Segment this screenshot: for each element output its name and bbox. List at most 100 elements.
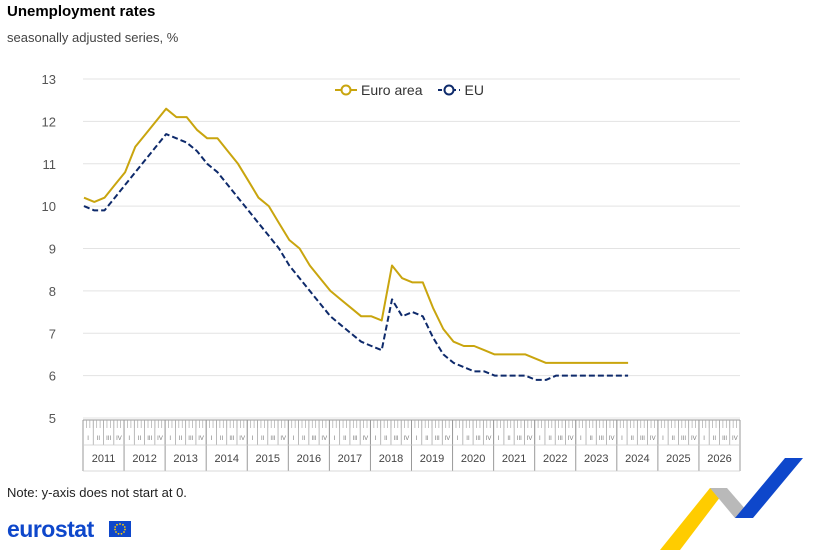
x-quarter-label: III [147,436,152,442]
x-quarter-label: II [261,436,265,442]
x-quarter-label: II [343,436,347,442]
x-quarter-label: II [466,436,470,442]
x-quarter-label: I [87,436,89,442]
y-tick-label: 13 [42,72,56,87]
x-quarter-label: IV [116,436,122,442]
x-quarter-label: II [507,436,511,442]
x-quarter-label: I [375,436,377,442]
decorative-corner-graphic [660,458,803,550]
series-line-eu [83,133,629,381]
x-quarter-label: I [580,436,582,442]
x-quarter-label: I [498,436,500,442]
x-quarter-label: III [394,436,399,442]
x-quarter-label: I [334,436,336,442]
eu-flag-icon [109,521,131,537]
legend-item-eu[interactable]: EU [438,82,484,98]
x-quarter-label: IV [198,436,204,442]
x-quarter-label: IV [486,436,492,442]
x-quarter-label: I [703,436,705,442]
x-year-label: 2012 [132,453,156,465]
x-quarter-label: III [188,436,193,442]
x-quarter-label: III [558,436,563,442]
x-year-label: 2020 [461,453,485,465]
x-year-label: 2019 [420,453,444,465]
x-quarter-label: IV [321,436,327,442]
x-quarter-label: II [631,436,635,442]
y-tick-label: 10 [42,199,56,214]
x-quarter-label: IV [445,436,451,442]
x-year-label: 2023 [584,453,608,465]
x-year-label: 2017 [338,453,362,465]
x-year-label: 2018 [379,453,403,465]
chart-title: Unemployment rates [7,3,156,20]
y-tick-label: 11 [43,157,57,172]
chart-subtitle: seasonally adjusted series, % [7,30,179,45]
x-quarter-label: II [97,436,101,442]
x-quarter-label: III [270,436,275,442]
x-quarter-label: III [599,436,604,442]
x-year-label: 2013 [173,453,197,465]
x-quarter-label: IV [527,436,533,442]
x-quarter-label: III [681,436,686,442]
y-tick-label: 7 [49,326,56,341]
x-year-label: 2024 [625,453,649,465]
legend-line-marker-icon [335,84,357,96]
footnote: Note: y-axis does not start at 0. [7,485,187,500]
x-quarter-label: II [138,436,142,442]
x-quarter-label: I [293,436,295,442]
x-quarter-label: III [435,436,440,442]
x-quarter-label: IV [568,436,574,442]
x-quarter-label: IV [362,436,368,442]
x-year-label: 2022 [543,453,567,465]
x-quarter-label: II [548,436,552,442]
x-quarter-label: II [384,436,388,442]
chart-legend: Euro area EU [335,82,494,98]
x-quarter-label: III [106,436,111,442]
x-quarter-label: IV [280,436,286,442]
x-quarter-label: IV [732,436,738,442]
x-quarter-label: I [128,436,130,442]
y-tick-label: 12 [42,114,56,129]
x-quarter-label: IV [691,436,697,442]
x-quarter-label: II [302,436,306,442]
x-year-label: 2015 [256,453,280,465]
x-quarter-label: I [210,436,212,442]
x-quarter-label: III [640,436,645,442]
x-quarter-label: IV [157,436,163,442]
x-quarter-label: IV [239,436,245,442]
x-quarter-label: III [722,436,727,442]
x-quarter-label: III [311,436,316,442]
x-quarter-label: III [476,436,481,442]
x-quarter-label: I [252,436,254,442]
x-quarter-label: I [457,436,459,442]
legend-label: Euro area [361,82,423,98]
x-year-label: 2026 [707,453,731,465]
x-year-label: 2016 [297,453,321,465]
y-tick-label: 9 [49,242,56,257]
x-quarter-label: IV [650,436,656,442]
y-tick-label: 5 [49,411,56,426]
legend-dashed-marker-icon [438,84,461,96]
x-quarter-label: II [589,436,593,442]
x-quarter-label: IV [404,436,410,442]
y-tick-label: 6 [49,369,56,384]
x-year-label: 2025 [666,453,690,465]
x-quarter-label: III [229,436,234,442]
y-tick-label: 8 [49,284,56,299]
x-year-label: 2014 [214,453,238,465]
x-quarter-label: I [416,436,418,442]
x-quarter-label: III [517,436,522,442]
x-quarter-label: I [539,436,541,442]
eurostat-logo: eurostat [7,516,94,542]
x-quarter-label: II [179,436,183,442]
legend-item-euro-area[interactable]: Euro area [335,82,422,98]
legend-label: EU [464,82,484,98]
x-quarter-label: II [425,436,429,442]
x-quarter-label: II [713,436,717,442]
x-quarter-label: II [220,436,224,442]
x-quarter-label: I [662,436,664,442]
x-year-label: 2021 [502,453,526,465]
series-line-euro-area [83,107,629,364]
x-quarter-label: I [621,436,623,442]
